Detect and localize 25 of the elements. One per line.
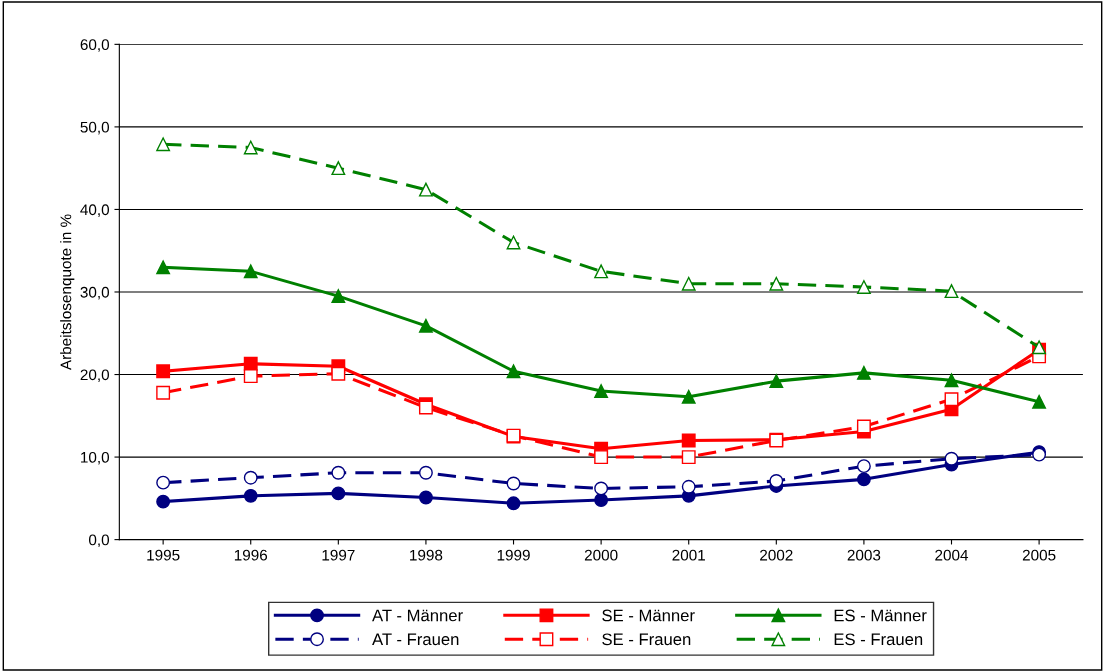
legend-label: SE - Frauen xyxy=(602,633,691,646)
x-tick-label: 2003 xyxy=(847,549,881,561)
x-tick-label: 1996 xyxy=(234,549,268,561)
x-tick-label: 1995 xyxy=(147,549,180,561)
x-tick-label: 2005 xyxy=(1022,549,1056,561)
x-tick-label: 1999 xyxy=(497,549,530,561)
legend-label: AT - Männer xyxy=(372,609,463,622)
x-tick-label: 1998 xyxy=(410,549,443,561)
x-tick-label: 2002 xyxy=(760,549,793,561)
y-tick-label: 20,0 xyxy=(80,369,110,383)
y-tick-label: 40,0 xyxy=(80,204,110,217)
y-tick-label: 50,0 xyxy=(80,121,110,135)
legend-label: AT - Frauen xyxy=(372,633,459,646)
legend-label: SE - Männer xyxy=(602,609,695,622)
x-tick-label: 2001 xyxy=(672,549,705,561)
legend-label: ES - Männer xyxy=(834,609,927,622)
legend-label: ES - Frauen xyxy=(834,633,923,646)
y-tick-label: 10,0 xyxy=(81,451,110,465)
y-axis-title: Arbeitslosenquote in % xyxy=(60,214,75,371)
y-tick-label: 60,0 xyxy=(80,39,110,52)
x-tick-label: 1997 xyxy=(322,549,355,561)
y-tick-label: 0,0 xyxy=(88,534,110,548)
x-tick-label: 2000 xyxy=(584,549,618,561)
y-tick-label: 30,0 xyxy=(80,286,110,300)
x-tick-label: 2004 xyxy=(935,549,969,561)
